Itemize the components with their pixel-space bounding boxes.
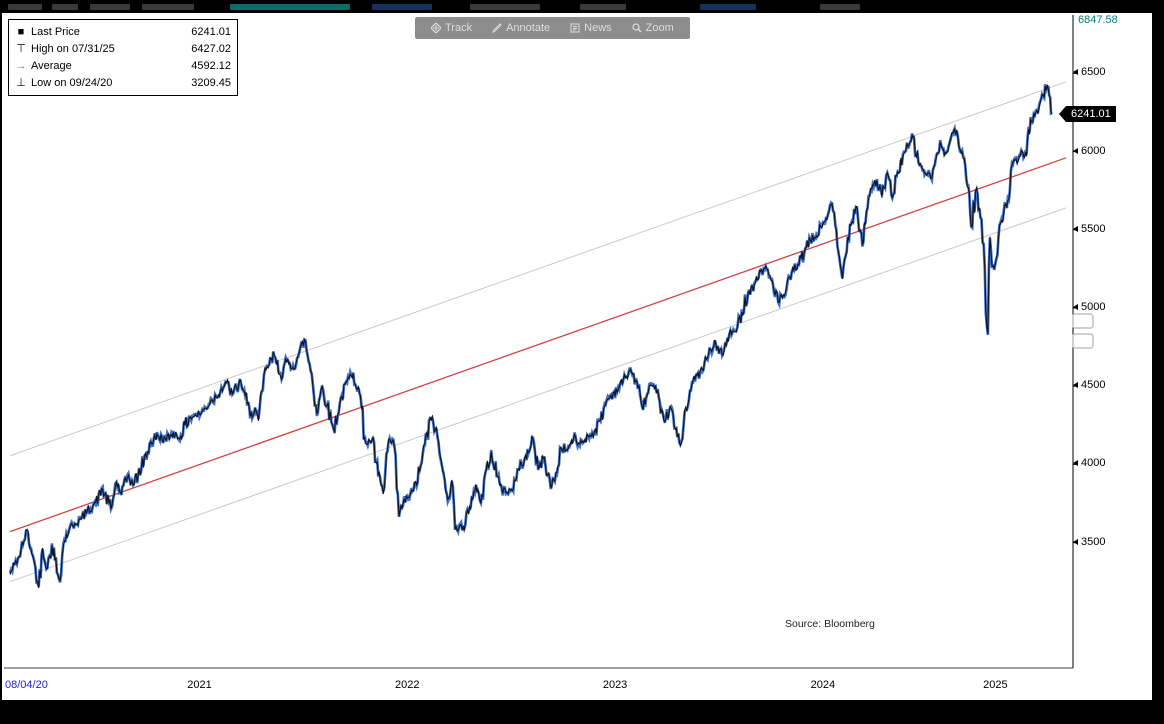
clipped-menu-fragment	[700, 4, 756, 10]
x-year-label: 2023	[602, 679, 628, 691]
track-icon	[431, 23, 441, 33]
annotate-icon	[492, 23, 502, 33]
source-label: Source: Bloomberg	[785, 618, 875, 630]
pan-handle-icon	[1072, 333, 1094, 349]
clipped-menu-fragment	[52, 4, 78, 10]
legend-label: High on 07/31/25	[31, 42, 115, 55]
low-marker-icon: ⊥	[16, 77, 26, 89]
legend-label: Average	[31, 59, 72, 72]
clipped-menu-fragment	[580, 4, 626, 10]
zoom-button-label: Zoom	[645, 22, 674, 34]
legend-row-low: ⊥ Low on 09/24/20 3209.45	[13, 74, 231, 91]
x-year-label: 2021	[187, 679, 212, 691]
price-chart[interactable]	[2, 13, 1152, 700]
legend-row-last-price: ■ Last Price 6241.01	[13, 23, 231, 40]
zoom-button[interactable]: Zoom	[624, 20, 682, 36]
last-price-tag-value: 6241.01	[1071, 107, 1111, 120]
clipped-menu-fragment	[90, 4, 130, 10]
news-button-label: News	[584, 22, 612, 34]
y-tick-label: 6000	[1073, 145, 1105, 157]
clipped-menu-fragment	[820, 4, 860, 10]
high-marker-icon: ⊤	[16, 43, 26, 55]
annotate-button-label: Annotate	[506, 22, 551, 34]
y-tick-label: 6500	[1073, 66, 1105, 78]
average-marker-icon: →	[15, 59, 27, 72]
annotate-button[interactable]: Annotate	[484, 20, 558, 36]
legend-value: 3209.45	[191, 76, 231, 89]
clipped-menu-fragment	[8, 4, 42, 10]
window-right-edge	[1152, 0, 1164, 724]
clipped-menu-fragment	[470, 4, 540, 10]
x-axis[interactable]: 2021 2022 2023 2024 2025	[2, 679, 1152, 695]
last-price-tag: 6241.01	[1059, 105, 1116, 122]
x-year-label: 2024	[810, 679, 836, 691]
news-button[interactable]: News	[562, 20, 620, 36]
legend-value: 6427.02	[191, 42, 231, 55]
axis-max-value: 6847.58	[1078, 14, 1118, 26]
x-year-label: 2025	[983, 679, 1008, 691]
track-button-label: Track	[445, 22, 473, 34]
top-clipped-toolbar	[0, 0, 1164, 13]
y-tick-label: 3500	[1073, 536, 1105, 548]
legend-row-high: ⊤ High on 07/31/25 6427.02	[13, 40, 231, 57]
clipped-menu-fragment	[372, 4, 432, 10]
clipped-menu-fragment	[142, 4, 194, 10]
legend-label: Low on 09/24/20	[31, 76, 113, 89]
pan-handle-icon	[1072, 313, 1094, 329]
y-tick-label: 5500	[1073, 223, 1105, 235]
y-tick-label: 4000	[1073, 457, 1105, 469]
chart-toolbar: Track Annotate News Zoom	[415, 17, 690, 39]
legend-value: 4592.12	[191, 59, 231, 72]
chart-legend[interactable]: ■ Last Price 6241.01 ⊤ High on 07/31/25 …	[8, 19, 238, 96]
legend-row-average: → Average 4592.12	[13, 57, 232, 74]
axis-pan-ghost-control[interactable]	[1072, 313, 1098, 353]
legend-value: 6241.01	[191, 25, 231, 38]
x-year-label: 2022	[395, 679, 420, 691]
bottom-clipped-bar	[0, 700, 1164, 724]
y-tick-label: 4500	[1073, 379, 1105, 391]
clipped-title-fragment	[230, 4, 350, 10]
track-button[interactable]: Track	[423, 20, 480, 36]
chart-surface: ■ Last Price 6241.01 ⊤ High on 07/31/25 …	[2, 13, 1152, 700]
zoom-icon	[632, 23, 642, 33]
y-tick-label: 5000	[1073, 301, 1105, 313]
legend-label: Last Price	[31, 25, 80, 38]
x-axis-start-label: 08/04/20	[5, 679, 48, 691]
last-price-marker-icon: ■	[17, 25, 25, 38]
news-icon	[570, 23, 580, 33]
